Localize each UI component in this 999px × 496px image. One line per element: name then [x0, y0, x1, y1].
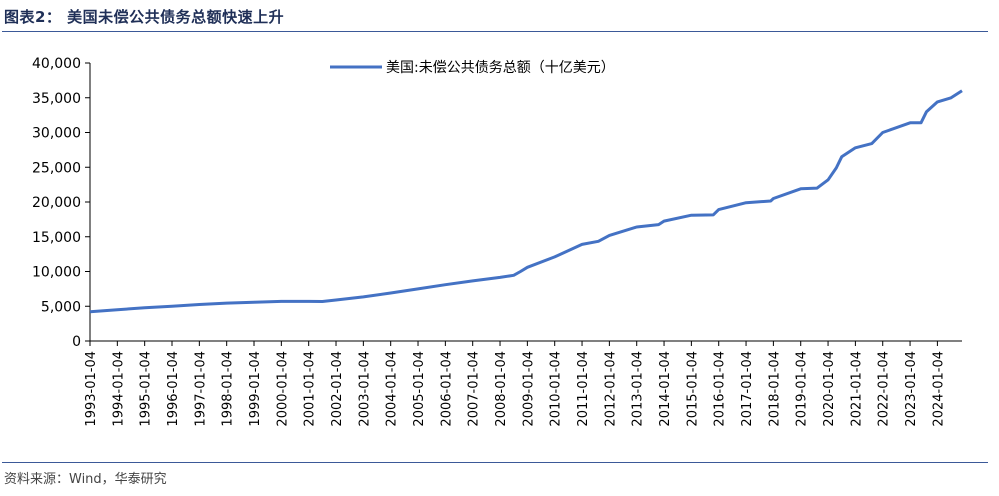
x-tick-label: 2019-01-04 — [795, 351, 810, 427]
x-tick-label: 2005-01-04 — [412, 351, 427, 427]
x-tick-label: 1997-01-04 — [193, 351, 208, 427]
x-tick-label: 1996-01-04 — [166, 351, 181, 427]
y-tick-label: 35,000 — [32, 91, 81, 107]
x-tick-label: 2014-01-04 — [658, 351, 673, 427]
x-tick-label: 2021-01-04 — [849, 351, 864, 427]
x-tick-label: 2013-01-04 — [631, 351, 646, 427]
x-tick-label: 2010-01-04 — [549, 351, 564, 427]
x-tick-label: 2022-01-04 — [877, 351, 892, 427]
source-note: 资料来源：Wind，华泰研究 — [4, 472, 167, 487]
x-tick-label: 2007-01-04 — [467, 351, 482, 427]
footer-divider — [2, 462, 988, 463]
series-layer — [89, 89, 963, 314]
title-divider — [2, 31, 988, 32]
y-tick-label: 40,000 — [32, 56, 81, 72]
y-tick-label: 25,000 — [32, 160, 81, 176]
legend: 美国:未偿公共债务总额（十亿美元） — [330, 60, 615, 76]
x-tick-label: 2020-01-04 — [822, 351, 837, 427]
y-tick-label: 20,000 — [32, 195, 81, 211]
x-tick-label: 2024-01-04 — [931, 351, 946, 427]
legend-label: 美国:未偿公共债务总额（十亿美元） — [386, 60, 615, 76]
x-tick-label: 2015-01-04 — [685, 351, 700, 427]
x-tick-label: 1999-01-04 — [248, 351, 263, 427]
x-tick-label: 1994-01-04 — [111, 351, 126, 427]
x-tick-label: 2009-01-04 — [521, 351, 536, 427]
x-tick-label: 1993-01-04 — [84, 351, 99, 427]
x-tick-label: 2006-01-04 — [439, 351, 454, 427]
y-tick-label: 15,000 — [32, 230, 81, 246]
x-tick-label: 2000-01-04 — [275, 351, 290, 427]
x-tick-label: 2016-01-04 — [713, 351, 728, 427]
y-tick-label: 10,000 — [32, 265, 81, 281]
y-axis: 0 5,000 10,000 15,000 20,000 25,000 30,000 35,0… — [32, 56, 91, 350]
chart-header: 图表2： 美国未偿公共债务总额快速上升 — [0, 0, 999, 34]
x-tick-label: 2017-01-04 — [740, 351, 755, 427]
y-tick-label: 5,000 — [41, 299, 81, 315]
series-line — [89, 89, 963, 314]
x-tick-label: 2012-01-04 — [603, 351, 618, 427]
x-tick-label: 2011-01-04 — [576, 351, 591, 427]
x-tick-label: 1995-01-04 — [139, 351, 154, 427]
chart-title: 图表2： 美国未偿公共债务总额快速上升 — [4, 8, 285, 26]
x-tick-label: 2023-01-04 — [904, 351, 919, 427]
x-tick-label: 2001-01-04 — [303, 351, 318, 427]
x-tick-label: 2003-01-04 — [357, 351, 372, 427]
x-tick-label: 1998-01-04 — [221, 351, 236, 427]
x-tick-label: 2002-01-04 — [330, 351, 345, 427]
x-tick-label: 2004-01-04 — [385, 351, 400, 427]
x-axis: 1993-01-04 1994-01-04 1995-01-04 1996-01-04… — [84, 340, 962, 427]
y-tick-label: 0 — [72, 334, 81, 350]
y-tick-label: 30,000 — [32, 126, 81, 142]
x-tick-label: 2018-01-04 — [767, 351, 782, 427]
x-tick-label: 2008-01-04 — [494, 351, 509, 427]
line-chart: 0 5,000 10,000 15,000 20,000 25,000 30,000 35,0… — [32, 56, 963, 427]
